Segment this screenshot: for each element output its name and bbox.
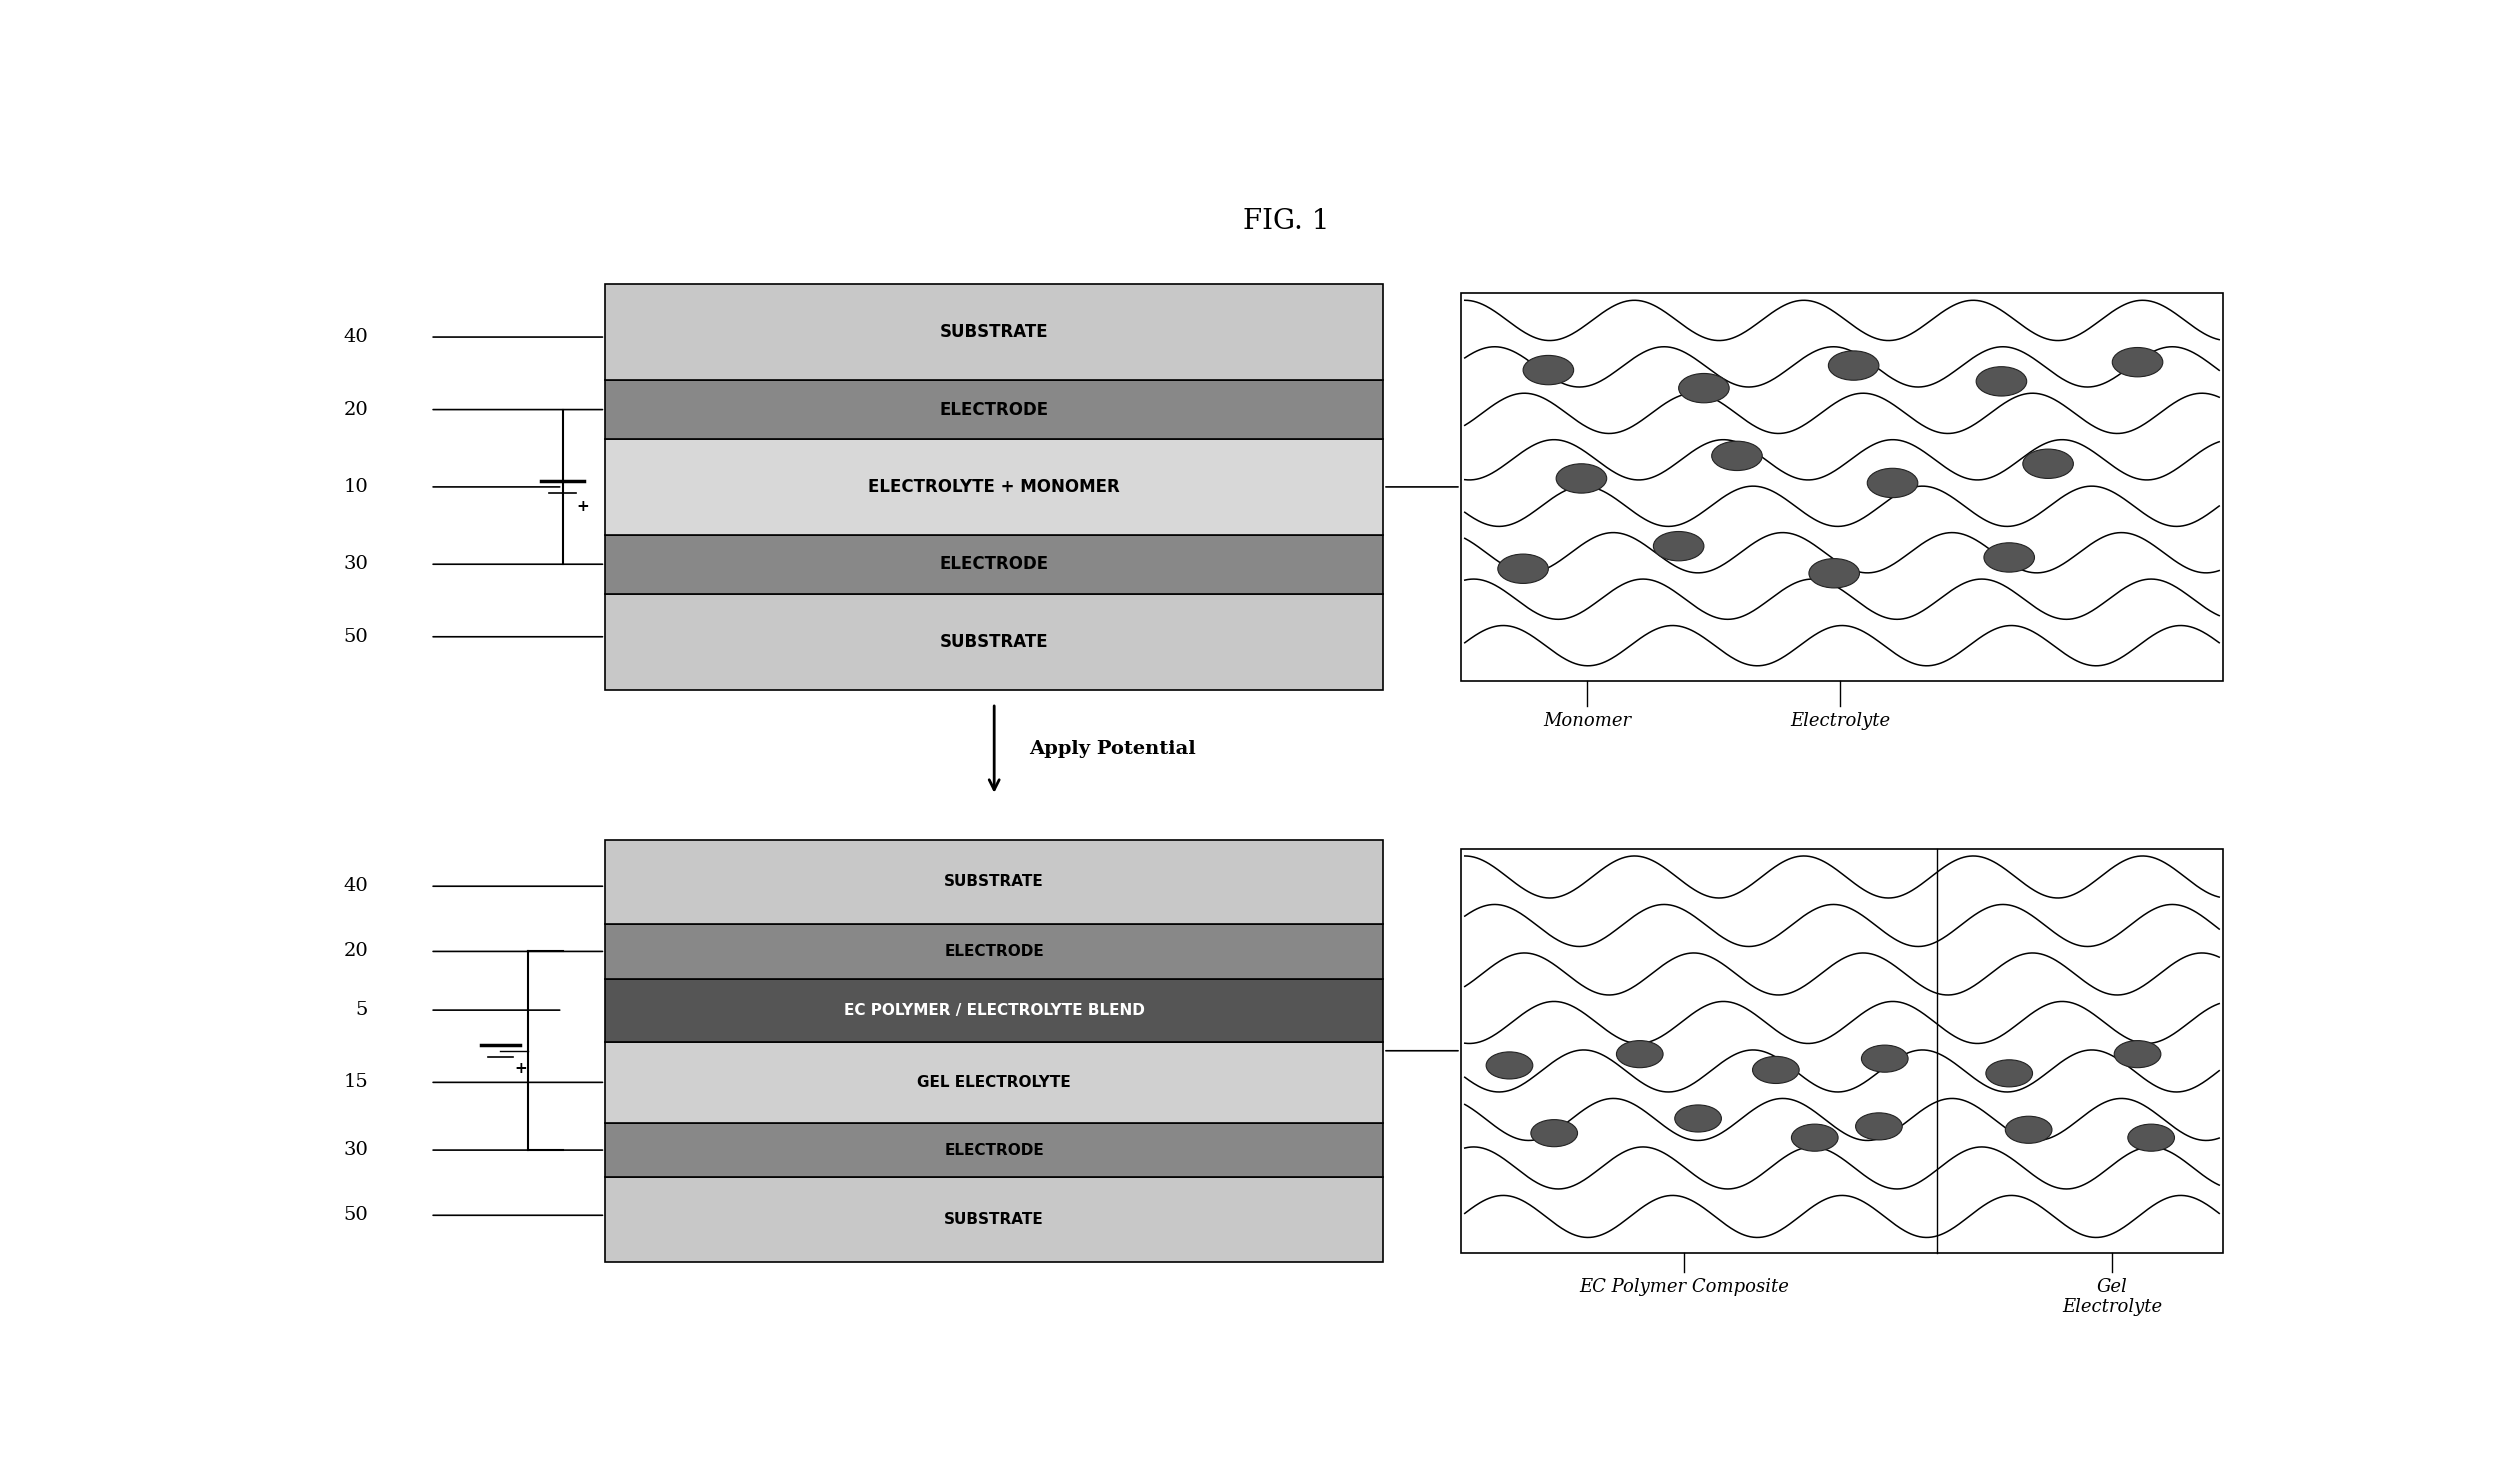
Text: EC POLYMER / ELECTROLYTE BLEND: EC POLYMER / ELECTROLYTE BLEND xyxy=(843,1003,1144,1017)
Bar xyxy=(605,284,1382,380)
Circle shape xyxy=(1867,468,1917,497)
Circle shape xyxy=(2115,1041,2160,1067)
Circle shape xyxy=(1809,559,1859,588)
Circle shape xyxy=(1498,554,1548,583)
Text: ELECTRODE: ELECTRODE xyxy=(943,944,1044,959)
Text: 40: 40 xyxy=(344,877,369,896)
Circle shape xyxy=(1977,366,2027,396)
Circle shape xyxy=(1985,542,2035,572)
Bar xyxy=(605,380,1382,438)
Text: 15: 15 xyxy=(344,1073,369,1091)
Circle shape xyxy=(1751,1057,1799,1083)
Bar xyxy=(605,594,1382,689)
Text: Monomer: Monomer xyxy=(1543,712,1631,730)
Text: SUBSTRATE: SUBSTRATE xyxy=(943,1212,1044,1227)
Circle shape xyxy=(2022,449,2072,478)
Text: ELECTRODE: ELECTRODE xyxy=(941,556,1049,573)
Bar xyxy=(1460,293,2223,680)
Circle shape xyxy=(1485,1053,1533,1079)
Text: +: + xyxy=(514,1061,527,1076)
Text: SUBSTRATE: SUBSTRATE xyxy=(941,632,1049,651)
Text: 40: 40 xyxy=(344,328,369,346)
Text: Gel
Electrolyte: Gel Electrolyte xyxy=(2062,1278,2163,1316)
Text: 30: 30 xyxy=(344,556,369,573)
Bar xyxy=(605,1042,1382,1123)
Text: 10: 10 xyxy=(344,478,369,496)
Circle shape xyxy=(1530,1120,1578,1146)
Circle shape xyxy=(1829,350,1879,380)
Circle shape xyxy=(1523,355,1573,384)
Circle shape xyxy=(2113,347,2163,377)
Bar xyxy=(1460,849,2223,1253)
Bar xyxy=(605,925,1382,978)
Text: GEL ELECTROLYTE: GEL ELECTROLYTE xyxy=(918,1075,1071,1089)
Circle shape xyxy=(1857,1113,1902,1141)
Circle shape xyxy=(1987,1060,2032,1086)
Text: FIG. 1: FIG. 1 xyxy=(1242,208,1330,235)
Bar xyxy=(605,1123,1382,1177)
Bar xyxy=(605,1177,1382,1262)
Circle shape xyxy=(2128,1124,2175,1151)
Circle shape xyxy=(1862,1045,1907,1072)
Text: 20: 20 xyxy=(344,400,369,419)
Circle shape xyxy=(2005,1116,2052,1143)
Text: ELECTROLYTE + MONOMER: ELECTROLYTE + MONOMER xyxy=(868,478,1119,496)
Text: Apply Potential: Apply Potential xyxy=(1029,740,1197,758)
Text: 50: 50 xyxy=(344,627,369,645)
Circle shape xyxy=(1653,532,1704,561)
Text: ELECTRODE: ELECTRODE xyxy=(941,400,1049,419)
Circle shape xyxy=(1616,1041,1663,1067)
Bar xyxy=(605,438,1382,535)
Text: SUBSTRATE: SUBSTRATE xyxy=(941,324,1049,342)
Bar xyxy=(605,840,1382,925)
Text: Electrolyte: Electrolyte xyxy=(1789,712,1889,730)
Circle shape xyxy=(1679,374,1729,403)
Circle shape xyxy=(1791,1124,1839,1151)
Text: ELECTRODE: ELECTRODE xyxy=(943,1142,1044,1158)
Text: EC Polymer Composite: EC Polymer Composite xyxy=(1581,1278,1789,1296)
Text: +: + xyxy=(577,498,590,513)
Bar xyxy=(605,978,1382,1042)
Circle shape xyxy=(1711,441,1761,471)
Bar xyxy=(605,535,1382,594)
Circle shape xyxy=(1556,463,1606,493)
Text: 30: 30 xyxy=(344,1141,369,1160)
Circle shape xyxy=(1676,1105,1721,1132)
Text: 5: 5 xyxy=(356,1001,369,1019)
Text: SUBSTRATE: SUBSTRATE xyxy=(943,875,1044,890)
Text: 20: 20 xyxy=(344,943,369,960)
Text: 50: 50 xyxy=(344,1207,369,1224)
